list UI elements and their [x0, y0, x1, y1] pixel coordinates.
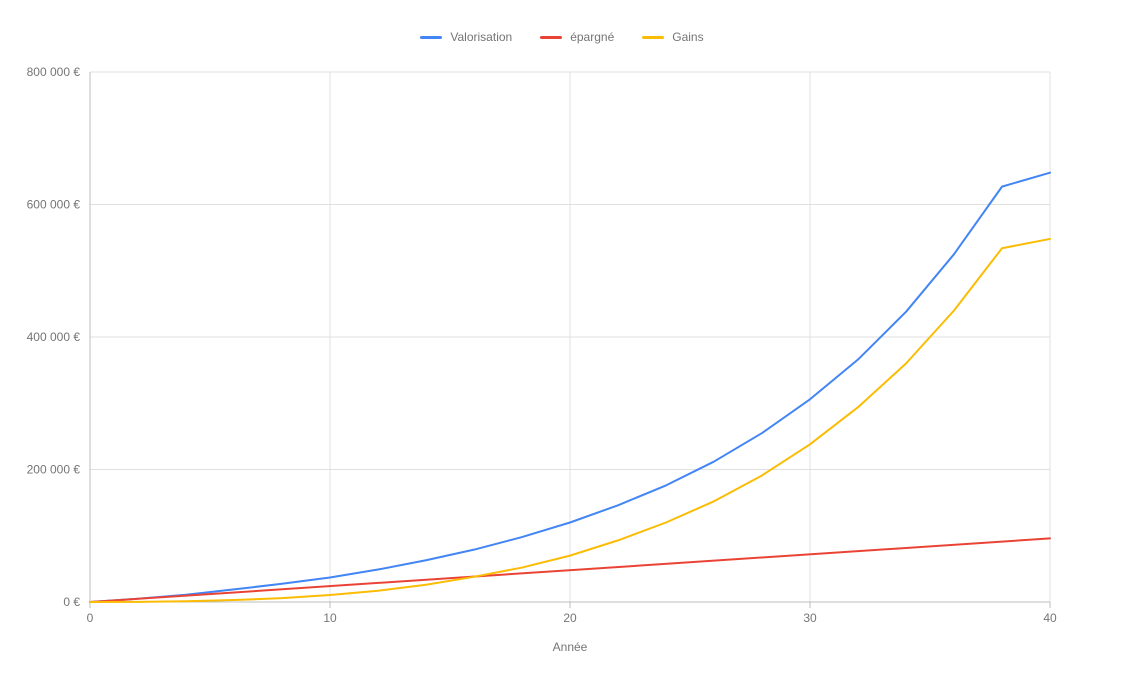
- chart-container: Valorisation épargné Gains 0 €200 000 €4…: [0, 0, 1124, 695]
- y-tick-label: 800 000 €: [27, 65, 81, 79]
- x-tick-label: 10: [323, 611, 337, 625]
- x-tick-label: 0: [87, 611, 94, 625]
- y-tick-label: 400 000 €: [27, 330, 81, 344]
- y-tick-label: 600 000 €: [27, 198, 81, 212]
- x-tick-label: 40: [1043, 611, 1057, 625]
- y-tick-labels: 0 € 200 000 € 400 000 € 600 000 € 800 000 €: [27, 65, 81, 609]
- x-tick-labels: 0 10 20 30 40: [87, 611, 1057, 625]
- x-tick-label: 20: [563, 611, 577, 625]
- y-tick-label: 200 000 €: [27, 463, 81, 477]
- x-tick-label: 30: [803, 611, 817, 625]
- y-tick-label: 0 €: [63, 595, 80, 609]
- x-axis-label: Année: [90, 640, 1050, 654]
- chart-svg: 0 €200 000 €400 000 €600 000 €800 000 € …: [0, 0, 1124, 695]
